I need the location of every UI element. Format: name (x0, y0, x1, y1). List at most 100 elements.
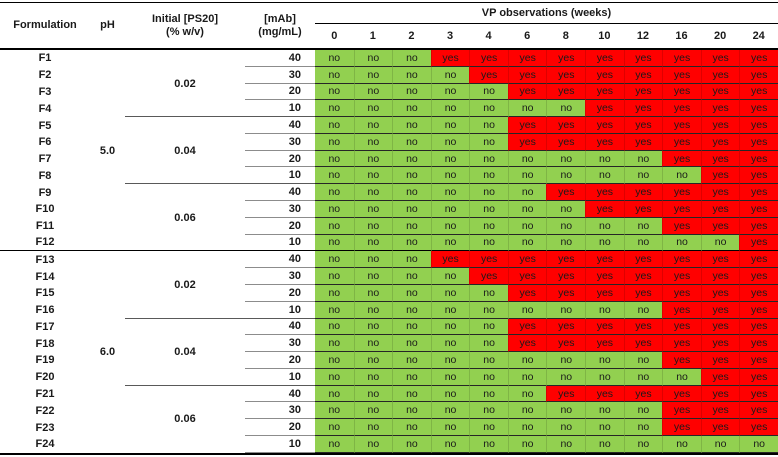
obs-cell: yes (507, 66, 547, 84)
obs-cell: no (430, 100, 470, 118)
table-row: F3 20 no no no no no yes yes yes yes yes yes yes (0, 83, 778, 101)
obs-cell: no (430, 184, 470, 202)
obs-cell: yes (623, 100, 663, 118)
obs-cell: yes (739, 368, 778, 386)
obs-cell: yes (507, 268, 547, 285)
mab-value: 10 (245, 302, 315, 319)
obs-cell: yes (700, 100, 740, 118)
formulation-label: F2 (38, 69, 52, 82)
obs-cell: no (353, 352, 393, 369)
obs-cell: yes (739, 419, 778, 436)
obs-cell: yes (507, 284, 547, 302)
obs-cell: yes (623, 268, 663, 285)
col-header-mab: [mAb] (mg/mL) (258, 12, 302, 38)
obs-cell: no (353, 167, 393, 185)
formulation-label: F5 (38, 119, 52, 132)
obs-cell: no (623, 435, 663, 453)
ph-cell (90, 386, 125, 403)
obs-cell: no (469, 150, 508, 168)
table-row: F9 40 no no no no no no yes yes yes yes yes yes (0, 184, 778, 202)
obs-cell: no (315, 66, 354, 84)
obs-cell: yes (507, 117, 547, 134)
mab-value: 30 (245, 268, 315, 285)
ps20-group-label: 0.02 (174, 278, 196, 291)
obs-cell: yes (739, 352, 778, 369)
obs-cell: yes (700, 352, 740, 369)
obs-cell: no (315, 284, 354, 302)
ph-cell (90, 319, 125, 336)
obs-cell: no (353, 251, 393, 269)
obs-cell: no (469, 301, 508, 319)
formulation-label: F14 (35, 270, 55, 283)
obs-cell: no (585, 402, 624, 420)
obs-cell: yes (430, 50, 470, 67)
obs-cell: yes (662, 184, 701, 202)
week-number-row: 0 1 2 3 4 6 8 10 12 16 20 24 (315, 24, 778, 48)
ph-cell (90, 419, 125, 436)
obs-cell: no (623, 352, 663, 369)
ps20-group-label: 0.04 (174, 346, 196, 359)
obs-cell: no (507, 167, 547, 185)
obs-cell: yes (739, 268, 778, 285)
mab-value: 30 (245, 134, 315, 151)
formulation-label: F4 (38, 102, 52, 115)
formulation-label: F16 (35, 304, 55, 317)
obs-cell: yes (662, 150, 701, 168)
obs-cell: no (315, 234, 354, 252)
obs-cell: no (430, 217, 470, 235)
obs-cell: no (392, 301, 431, 319)
week-col-header: 2 (408, 30, 415, 42)
obs-cell: no (430, 284, 470, 302)
table-row: F2 30 no no no no yes yes yes yes yes yes yes yes (0, 66, 778, 84)
obs-cell: no (353, 50, 393, 67)
obs-cell: no (315, 301, 354, 319)
formulation-label: F7 (38, 153, 52, 166)
obs-cell: yes (623, 66, 663, 84)
obs-cell: yes (623, 83, 663, 101)
obs-cell: yes (469, 268, 508, 285)
mab-value: 20 (245, 218, 315, 235)
obs-cell: no (353, 301, 393, 319)
obs-cell: yes (507, 251, 547, 269)
obs-cell: no (430, 268, 470, 285)
obs-cell: no (392, 335, 431, 353)
obs-cell: yes (546, 318, 586, 336)
obs-cell: no (469, 352, 508, 369)
formulation-label: F8 (38, 169, 52, 182)
obs-cell: yes (700, 184, 740, 202)
obs-cell: no (353, 435, 393, 453)
obs-cell: no (430, 133, 470, 151)
obs-cell: no (353, 335, 393, 353)
obs-cell: no (623, 150, 663, 168)
obs-cell: no (353, 318, 393, 336)
obs-cell: yes (739, 284, 778, 302)
obs-cell: no (315, 385, 354, 403)
obs-cell: no (623, 419, 663, 436)
obs-cell: no (353, 184, 393, 202)
obs-cell: yes (700, 66, 740, 84)
obs-cell: no (392, 66, 431, 84)
obs-cell: no (623, 217, 663, 235)
obs-cell: yes (507, 318, 547, 336)
obs-cell: no (430, 368, 470, 386)
obs-cell: no (315, 268, 354, 285)
obs-cell: no (546, 352, 586, 369)
obs-cell: no (546, 150, 586, 168)
ps20-cell (125, 117, 245, 134)
obs-cell: no (315, 217, 354, 235)
obs-cell: yes (623, 318, 663, 336)
obs-cell: no (623, 402, 663, 420)
table-row: F21 40 no no no no no no yes yes yes yes yes yes (0, 385, 778, 403)
table-row: F1 40 no no no yes yes yes yes yes yes yes yes yes (0, 50, 778, 67)
obs-cell: no (469, 167, 508, 185)
obs-cell: no (430, 352, 470, 369)
obs-cell: no (546, 419, 586, 436)
obs-cell: no (469, 402, 508, 420)
week-col-header: 20 (713, 30, 727, 42)
obs-cell: yes (739, 150, 778, 168)
obs-cell: no (392, 352, 431, 369)
obs-cell: no (392, 50, 431, 67)
obs-cell: no (392, 201, 431, 218)
obs-cell: no (430, 335, 470, 353)
obs-cell: yes (546, 66, 586, 84)
